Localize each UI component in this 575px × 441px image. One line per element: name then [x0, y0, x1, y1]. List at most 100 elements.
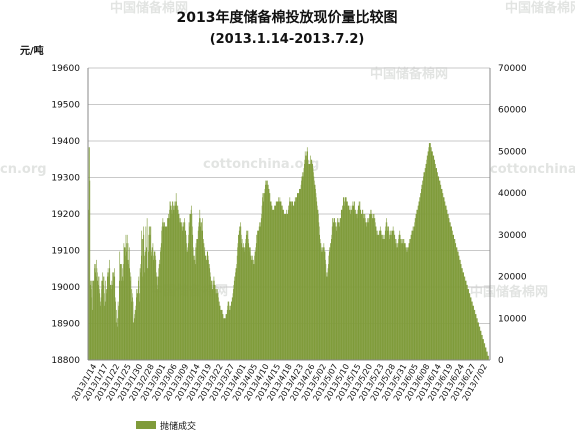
- volume-bar: [212, 289, 213, 360]
- volume-bar: [357, 214, 358, 360]
- volume-bar: [129, 268, 130, 360]
- volume-bar: [173, 209, 175, 360]
- volume-bar: [96, 259, 97, 360]
- volume-bar: [125, 255, 126, 360]
- volume-bar: [373, 218, 374, 360]
- volume-bar: [121, 264, 123, 360]
- volume-bar: [243, 247, 245, 360]
- watermark-bottom-right: 中国储备棉网: [470, 284, 548, 300]
- volume-bar: [378, 234, 380, 360]
- volume-bar: [265, 180, 267, 360]
- volume-bar: [466, 284, 467, 360]
- volume-bar: [440, 184, 441, 360]
- volume-bar: [193, 255, 194, 360]
- volume-bar: [138, 293, 140, 360]
- volume-bar: [392, 230, 393, 360]
- volume-bar: [391, 230, 392, 360]
- volume-bar: [102, 272, 104, 360]
- volume-bar: [171, 209, 172, 360]
- volume-bar: [238, 234, 239, 360]
- volume-bar: [462, 272, 464, 360]
- volume-bar: [405, 247, 407, 360]
- volume-bar: [476, 318, 478, 360]
- volume-bar: [197, 230, 199, 360]
- volume-bar: [256, 234, 257, 360]
- volume-bar: [156, 284, 158, 360]
- volume-bar: [90, 289, 92, 360]
- y-left-unit-label: 元/吨: [20, 44, 44, 57]
- volume-bar: [359, 205, 360, 360]
- volume-bar: [235, 272, 236, 360]
- volume-bar: [323, 247, 324, 360]
- volume-bar: [436, 172, 438, 360]
- volume-bar: [139, 268, 141, 360]
- volume-bar: [324, 251, 325, 360]
- volume-bar: [478, 322, 479, 360]
- volume-bar: [128, 264, 129, 360]
- volume-bar: [351, 209, 352, 360]
- volume-bar: [468, 293, 470, 360]
- volume-bar: [145, 247, 147, 360]
- volume-bar: [209, 264, 210, 360]
- volume-bar: [152, 243, 154, 360]
- volume-bar: [459, 259, 461, 360]
- volume-bar: [137, 289, 139, 360]
- volume-bar: [116, 322, 118, 360]
- volume-bar: [126, 251, 127, 360]
- volume-bar: [250, 255, 252, 360]
- volume-bar: [254, 251, 256, 360]
- volume-bar: [97, 280, 99, 360]
- volume-bar: [237, 247, 238, 360]
- volume-bar: [335, 226, 337, 360]
- volume-bar: [403, 239, 405, 360]
- volume-bar: [216, 293, 218, 360]
- volume-bar: [332, 218, 333, 360]
- volume-bar: [439, 180, 440, 360]
- volume-bar: [345, 197, 346, 360]
- volume-bar: [106, 276, 108, 360]
- volume-bar: [107, 268, 109, 360]
- volume-bar: [195, 243, 197, 360]
- volume-bar: [487, 355, 489, 360]
- volume-bar: [151, 255, 152, 360]
- volume-bar: [304, 163, 305, 360]
- volume-bar: [89, 180, 91, 360]
- volume-bar: [231, 297, 233, 360]
- volume-bar: [130, 280, 131, 360]
- volume-bar: [259, 222, 260, 360]
- volume-bar: [194, 264, 196, 360]
- volume-bar: [102, 276, 104, 360]
- volume-bar: [385, 226, 386, 360]
- volume-bar: [247, 230, 249, 360]
- volume-bar: [288, 205, 289, 360]
- volume-bar: [364, 218, 365, 360]
- volume-bar: [370, 209, 372, 360]
- volume-bar: [225, 314, 227, 360]
- volume-bar: [469, 293, 471, 360]
- volume-bar: [407, 247, 409, 360]
- volume-bar: [132, 301, 134, 360]
- volume-bar: [418, 201, 420, 360]
- volume-bar: [237, 243, 239, 360]
- volume-bar: [183, 222, 184, 360]
- volume-bar: [256, 234, 258, 360]
- volume-bar: [111, 284, 113, 360]
- volume-bar: [326, 272, 327, 360]
- volume-bar: [303, 168, 305, 360]
- volume-bar: [185, 230, 186, 360]
- volume-bar: [282, 209, 284, 360]
- volume-bar: [234, 276, 236, 360]
- volume-bar: [161, 230, 162, 360]
- volume-bar: [457, 251, 458, 360]
- volume-bar: [88, 209, 89, 360]
- volume-bar: [218, 301, 220, 360]
- volume-bar: [449, 222, 451, 360]
- volume-bar: [114, 297, 116, 360]
- volume-bar: [101, 289, 103, 360]
- volume-bar: [281, 205, 282, 360]
- volume-bar: [167, 218, 168, 360]
- y-right-tick-label: 60000: [498, 106, 527, 116]
- volume-bar: [316, 197, 317, 360]
- volume-bar: [109, 259, 110, 360]
- volume-bar: [203, 239, 204, 360]
